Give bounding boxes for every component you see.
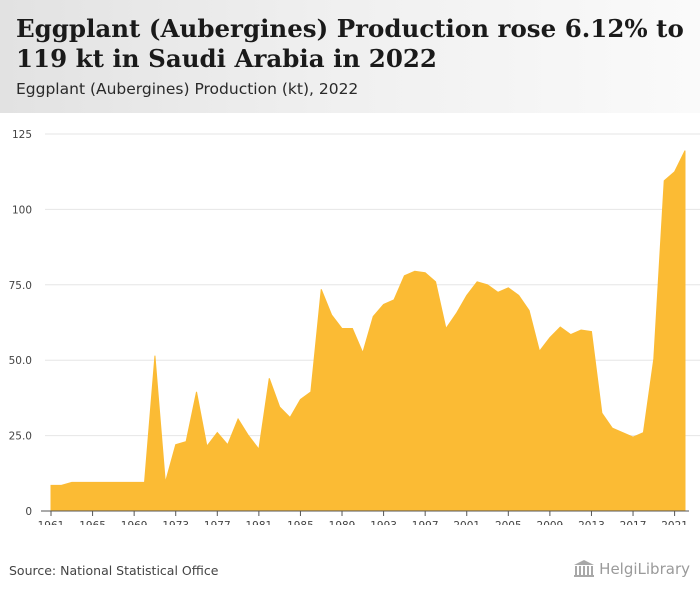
data-point[interactable] [59,483,63,487]
chart-title: Eggplant (Aubergines) Production rose 6.… [16,14,684,73]
data-point[interactable] [267,376,271,380]
data-point[interactable] [486,283,490,287]
data-point[interactable] [558,325,562,329]
x-tick-label: 2009 [537,520,564,525]
x-tick-label: 1973 [162,520,189,525]
data-point[interactable] [236,417,240,421]
data-point[interactable] [569,333,573,337]
x-tick-label: 2021 [661,520,688,525]
area-series-fill [50,150,686,512]
y-tick-label: 25.0 [9,431,32,443]
data-point[interactable] [153,354,157,358]
data-point[interactable] [330,313,334,317]
data-point[interactable] [392,298,396,302]
x-tick-label: 1997 [412,520,439,525]
y-tick-label: 100 [12,204,32,216]
data-point[interactable] [652,357,656,361]
data-point[interactable] [288,416,292,420]
x-tick-label: 1965 [79,520,106,525]
data-point[interactable] [278,405,282,409]
data-point[interactable] [226,443,230,447]
y-tick-label: 75.0 [9,280,32,292]
y-tick-label: 0 [25,506,32,518]
data-point[interactable] [600,411,604,415]
data-point[interactable] [517,293,521,297]
data-point[interactable] [101,480,105,484]
data-point[interactable] [340,327,344,331]
x-tick-label: 1969 [121,520,148,525]
data-point[interactable] [506,286,510,290]
data-point[interactable] [454,311,458,315]
axes: 0 25.0 50.0 75.0 100 125 1961 1965 1969 1973 1977 1… [9,129,689,525]
data-point[interactable] [371,314,375,318]
data-point[interactable] [579,328,583,332]
x-tick-label: 1993 [370,520,397,525]
data-point[interactable] [610,426,614,430]
data-point[interactable] [298,397,302,401]
data-point[interactable] [423,271,427,275]
data-point[interactable] [195,390,199,394]
chart-subtitle: Eggplant (Aubergines) Production (kt), 2… [16,80,359,98]
data-point[interactable] [465,293,469,297]
brand-name: HelgiLibrary [599,560,690,578]
data-point[interactable] [662,179,666,183]
brand-logo[interactable]: HelgiLibrary [573,560,690,578]
data-point[interactable] [246,434,250,438]
data-point[interactable] [683,149,687,153]
data-point[interactable] [91,480,95,484]
x-tick-label: 1981 [246,520,273,525]
data-point[interactable] [641,431,645,435]
library-icon [574,560,595,577]
x-tick-label: 1985 [287,520,314,525]
data-point[interactable] [361,351,365,355]
data-point[interactable] [205,444,209,448]
data-point[interactable] [184,440,188,444]
data-point[interactable] [111,480,115,484]
data-point[interactable] [444,327,448,331]
data-point[interactable] [143,480,147,484]
data-point[interactable] [174,443,178,447]
data-point[interactable] [382,302,386,306]
data-point[interactable] [70,480,74,484]
area-series [49,149,687,512]
data-point[interactable] [413,269,417,273]
data-point[interactable] [215,431,219,435]
data-point[interactable] [350,327,354,331]
data-point[interactable] [673,170,677,174]
data-point[interactable] [257,447,261,451]
x-tick-label: 2013 [578,520,605,525]
x-tick-label: 1977 [204,520,231,525]
data-point[interactable] [434,280,438,284]
data-point[interactable] [80,480,84,484]
header-banner: Eggplant (Aubergines) Production rose 6.… [0,0,700,113]
data-point[interactable] [475,280,479,284]
data-point[interactable] [548,336,552,340]
data-point[interactable] [49,483,53,487]
y-tick-label: 50.0 [9,355,32,367]
y-tick-label: 125 [12,129,32,141]
data-point[interactable] [527,308,531,312]
x-tick-label: 1989 [329,520,356,525]
data-point[interactable] [631,435,635,439]
area-chart: 0 25.0 50.0 75.0 100 125 1961 1965 1969 1973 1977 1… [9,129,700,525]
x-tick-label: 1961 [38,520,65,525]
data-point[interactable] [163,480,167,484]
data-point[interactable] [132,480,136,484]
data-point[interactable] [402,274,406,278]
source-note: Source: National Statistical Office [9,563,219,578]
data-point[interactable] [122,480,126,484]
data-point[interactable] [537,349,541,353]
data-point[interactable] [589,330,593,334]
data-point[interactable] [621,431,625,435]
x-tick-label: 2001 [453,520,480,525]
data-point[interactable] [496,290,500,294]
x-tick-label: 2017 [620,520,647,525]
x-tick-label: 2005 [495,520,522,525]
data-point[interactable] [309,390,313,394]
data-point[interactable] [319,287,323,291]
